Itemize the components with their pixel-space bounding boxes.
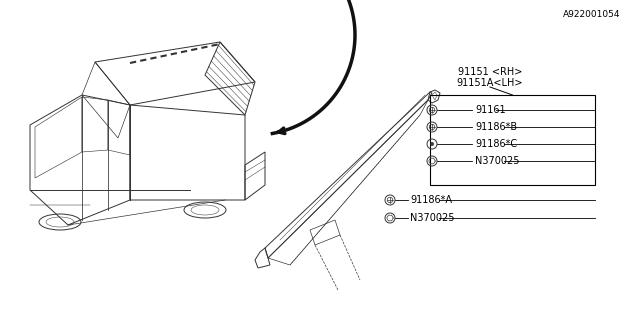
Text: 91186*B: 91186*B [475, 122, 517, 132]
Text: 91186*A: 91186*A [410, 195, 452, 205]
Text: N370025: N370025 [475, 156, 520, 166]
Text: 91151 <RH>: 91151 <RH> [458, 67, 522, 77]
Text: N370025: N370025 [410, 213, 454, 223]
Bar [430, 95, 595, 185]
Text: 91186*C: 91186*C [475, 139, 517, 149]
Text: 91161: 91161 [475, 105, 506, 115]
Text: 91151A<LH>: 91151A<LH> [457, 78, 524, 88]
Circle shape [430, 142, 434, 146]
Text: A922001054: A922001054 [563, 10, 620, 19]
